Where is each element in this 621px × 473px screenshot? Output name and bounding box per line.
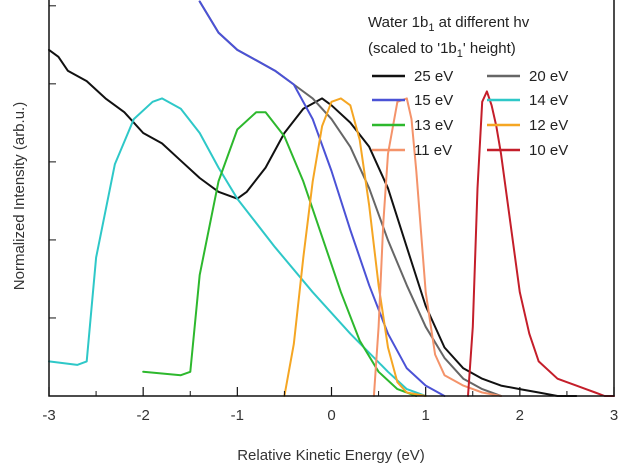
- series-line-13-ev: [142, 111, 418, 397]
- legend-label: 25 eV: [414, 68, 453, 85]
- legend-label: 14 eV: [529, 92, 568, 109]
- series-line-25-ev: [48, 48, 578, 397]
- y-axis-label: Normalized Intensity (arb.u.): [11, 102, 28, 290]
- title-part-3: (scaled to '1b: [368, 40, 457, 57]
- legend-label: 11 eV: [414, 142, 452, 159]
- series-line-15-ev: [198, 0, 446, 397]
- x-tick-label: 1: [421, 407, 429, 424]
- legend-label: 13 eV: [414, 117, 453, 134]
- series-line-11-ev: [372, 97, 502, 397]
- x-tick-label: 2: [516, 407, 524, 424]
- legend: 25 eV 20 eV 15 eV 14 eV 13 eV 12 eV 11 eV 10 eV: [372, 68, 568, 159]
- title-subscript-2: 1: [457, 48, 463, 60]
- title-part-2: at different hv: [434, 14, 529, 31]
- legend-label: 10 eV: [529, 142, 568, 159]
- chart-title-line-1: Water 1b1 at different hv: [368, 14, 530, 34]
- title-part-4: ' height): [463, 40, 516, 57]
- title-part-1: Water 1b: [368, 14, 428, 31]
- legend-label: 20 eV: [529, 68, 568, 85]
- ticks-layer: -3 -2 -1 0 1 2 3: [42, 5, 618, 424]
- x-tick-label: -1: [231, 407, 244, 424]
- series-layer: [48, 0, 615, 397]
- series-line-14-ev: [48, 97, 427, 397]
- x-tick-label: -2: [136, 407, 149, 424]
- x-axis-label: Relative Kinetic Energy (eV): [237, 447, 425, 464]
- legend-label: 15 eV: [414, 92, 453, 109]
- legend-label: 12 eV: [529, 117, 568, 134]
- x-tick-label: 0: [327, 407, 335, 424]
- x-tick-label: -3: [42, 407, 55, 424]
- title-subscript-1: 1: [428, 22, 434, 34]
- series-line-10-ev: [467, 90, 615, 397]
- chart-title-line-2: (scaled to '1b1' height): [368, 40, 516, 60]
- series-line-12-ev: [283, 97, 427, 397]
- x-tick-label: 3: [610, 407, 618, 424]
